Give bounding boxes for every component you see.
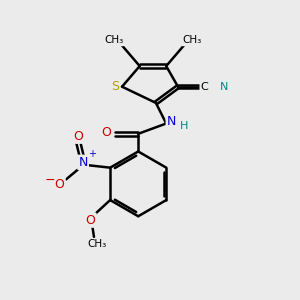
Text: CH₃: CH₃	[182, 35, 202, 45]
Text: O: O	[101, 126, 111, 139]
Text: O: O	[85, 214, 95, 226]
Text: CH₃: CH₃	[87, 239, 106, 249]
Text: +: +	[88, 149, 96, 159]
Text: N: N	[167, 115, 176, 128]
Text: −: −	[45, 174, 55, 188]
Text: O: O	[55, 178, 64, 191]
Text: S: S	[111, 80, 119, 93]
Text: N: N	[219, 82, 228, 92]
Text: O: O	[73, 130, 83, 143]
Text: N: N	[78, 156, 88, 169]
Text: CH₃: CH₃	[104, 35, 123, 45]
Text: C: C	[201, 82, 208, 92]
Text: H: H	[180, 122, 189, 131]
